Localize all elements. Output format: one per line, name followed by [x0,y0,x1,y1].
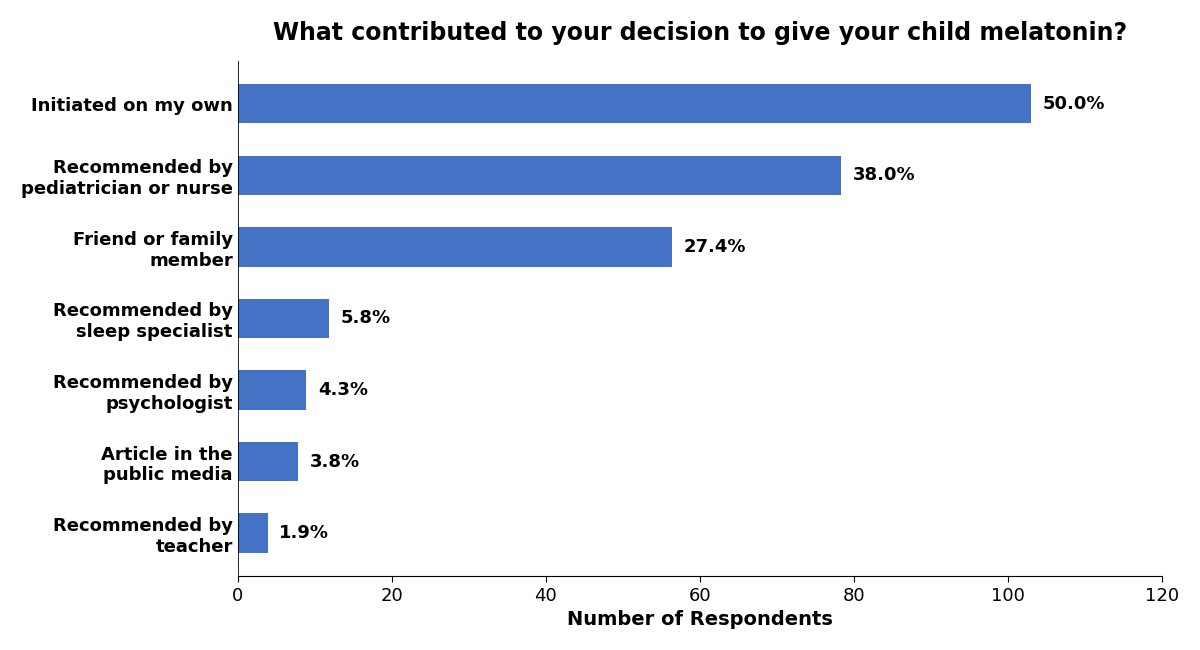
Bar [238,84,1031,124]
Bar [238,442,298,481]
Text: 27.4%: 27.4% [684,238,746,256]
Text: 4.3%: 4.3% [318,381,368,399]
Text: 50.0%: 50.0% [1043,95,1105,113]
X-axis label: Number of Respondents: Number of Respondents [566,610,833,629]
Title: What contributed to your decision to give your child melatonin?: What contributed to your decision to giv… [272,21,1127,45]
Text: 5.8%: 5.8% [341,309,391,328]
Bar [238,370,306,410]
Bar [238,514,268,552]
Bar [238,299,329,338]
Text: 3.8%: 3.8% [310,452,360,471]
Text: 38.0%: 38.0% [852,166,916,185]
Bar [238,227,672,266]
Text: 1.9%: 1.9% [280,524,329,542]
Bar [238,155,841,195]
